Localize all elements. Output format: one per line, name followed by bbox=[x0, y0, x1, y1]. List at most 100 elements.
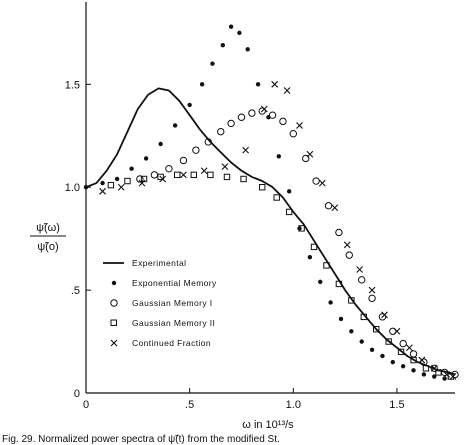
exponential-memory-point bbox=[114, 176, 120, 182]
x-mark-stroke bbox=[443, 371, 451, 378]
legend-entry-experimental: Experimental bbox=[103, 258, 186, 268]
x-mark-stroke bbox=[393, 327, 401, 335]
gaussian-memory-i-point bbox=[358, 276, 366, 284]
gaussian-memory-ii-point bbox=[335, 280, 343, 288]
legend-label-gaussian-memory-i: Gaussian Memory I bbox=[132, 298, 213, 308]
gaussian-memory-i-point bbox=[389, 327, 397, 335]
gaussian-memory-ii-point bbox=[397, 348, 405, 356]
gaussian-memory-ii-point bbox=[360, 313, 367, 321]
gaussian-memory-ii-point bbox=[174, 171, 181, 179]
exponential-memory-point bbox=[158, 141, 163, 147]
x-mark-stroke bbox=[356, 266, 364, 273]
exponential-memory-point bbox=[390, 359, 396, 365]
legend-label-experimental: Experimental bbox=[132, 258, 186, 268]
gaussian-memory-i-point bbox=[179, 156, 188, 165]
x-mark-stroke bbox=[368, 286, 376, 294]
gaussian-memory-ii-point bbox=[310, 243, 318, 251]
gaussian-memory-ii-point bbox=[240, 175, 247, 183]
continued-fraction-point bbox=[306, 150, 314, 158]
plot-frame bbox=[85, 2, 455, 394]
continued-fraction-point bbox=[117, 183, 125, 191]
continued-fraction-point bbox=[418, 356, 426, 364]
exponential-memory-point bbox=[369, 347, 375, 352]
y-tick-label: .5 bbox=[71, 285, 80, 297]
exponential-memory-point bbox=[276, 154, 281, 159]
legend-label-continued-fraction: Continued Fraction bbox=[132, 338, 211, 348]
gaussian-memory-ii-point bbox=[223, 173, 231, 181]
x-mark-stroke bbox=[159, 175, 167, 183]
gaussian-memory-ii-point bbox=[190, 171, 197, 179]
continued-fraction-point bbox=[406, 344, 413, 352]
gaussian-memory-ii-point bbox=[107, 181, 115, 189]
legend-entry-gaussian-memory-i: Gaussian Memory I bbox=[110, 298, 213, 308]
x-tick-label: .5 bbox=[185, 399, 194, 411]
gaussian-memory-i-point bbox=[324, 202, 333, 210]
legend-entry-exponential-memory: Exponential Memory bbox=[111, 278, 217, 288]
gaussian-memory-i-point bbox=[368, 294, 376, 303]
x-mark-stroke bbox=[449, 373, 457, 380]
continued-fraction-point bbox=[343, 241, 351, 249]
x-mark-stroke bbox=[283, 87, 291, 94]
gaussian-memory-i-point bbox=[237, 113, 246, 121]
legend-entry-continued-fraction: Continued Fraction bbox=[110, 338, 211, 348]
continued-fraction-point bbox=[296, 122, 303, 129]
gaussian-memory-i-point bbox=[258, 107, 266, 115]
x-mark-stroke bbox=[331, 204, 339, 212]
gaussian-memory-ii-point bbox=[273, 194, 280, 201]
legend-entry-gaussian-memory-ii: Gaussian Memory II bbox=[110, 318, 215, 328]
exponential-memory-point bbox=[380, 353, 385, 359]
gaussian-memory-i-point bbox=[378, 313, 387, 321]
exponential-memory-point bbox=[411, 368, 416, 373]
gaussian-memory-ii-point bbox=[410, 356, 417, 364]
continued-fraction-point bbox=[393, 327, 401, 335]
gaussian-memory-i-point bbox=[430, 364, 438, 373]
exponential-memory-point bbox=[100, 180, 105, 186]
gaussian-memory-i-point bbox=[248, 109, 256, 117]
gaussian-memory-i-point bbox=[345, 251, 353, 259]
exponential-memory-point bbox=[220, 43, 226, 48]
y-tick-label: 1.5 bbox=[65, 79, 80, 91]
gaussian-memory-ii-point bbox=[435, 369, 442, 376]
x-mark-stroke bbox=[406, 344, 413, 352]
exponential-memory-point bbox=[328, 300, 333, 305]
legend-dot-symbol bbox=[111, 280, 117, 286]
continued-fraction-point bbox=[331, 204, 339, 212]
gaussian-memory-ii-point bbox=[207, 171, 214, 179]
x-mark-stroke bbox=[200, 167, 208, 175]
x-mark-stroke bbox=[180, 171, 187, 179]
y-axis-label-numerator: ψ̃(ω) bbox=[36, 222, 60, 234]
continued-fraction-point bbox=[138, 179, 146, 187]
x-mark-stroke bbox=[242, 146, 250, 154]
axis-ticks: 0 .5 1.0 1.5 0 .5 1.0 1.5 bbox=[65, 79, 405, 411]
gaussian-memory-ii-point bbox=[285, 208, 293, 216]
gaussian-memory-i-point bbox=[409, 350, 418, 358]
exponential-memory-point bbox=[286, 189, 292, 194]
continued-fraction-point bbox=[368, 286, 376, 294]
gaussian-memory-i-point bbox=[136, 175, 144, 183]
series-continued-fraction bbox=[99, 80, 457, 380]
exponential-memory-point bbox=[349, 329, 354, 334]
gaussian-memory-i-point bbox=[227, 119, 235, 128]
x-mark-stroke bbox=[318, 179, 326, 187]
continued-fraction-point bbox=[381, 311, 388, 319]
exponential-memory-point bbox=[400, 364, 406, 369]
continued-fraction-point bbox=[260, 105, 268, 113]
y-tick-label: 0 bbox=[74, 388, 80, 400]
exponential-memory-point bbox=[359, 339, 364, 344]
x-mark-stroke bbox=[99, 187, 106, 195]
x-mark-stroke bbox=[260, 105, 268, 113]
exponential-memory-point bbox=[210, 61, 215, 66]
legend-label-gaussian-memory-ii: Gaussian Memory II bbox=[132, 318, 215, 328]
continued-fraction-point bbox=[430, 364, 438, 372]
experimental-curve bbox=[85, 87, 456, 376]
gaussian-memory-ii-point bbox=[157, 173, 164, 181]
x-mark-stroke bbox=[381, 311, 388, 319]
exponential-memory-point bbox=[307, 254, 313, 260]
exponential-memory-point bbox=[255, 82, 261, 87]
continued-fraction-point bbox=[221, 163, 229, 171]
exponential-memory-point bbox=[245, 47, 250, 52]
gaussian-memory-ii-point bbox=[259, 184, 266, 191]
exponential-memory-point bbox=[297, 226, 302, 231]
exponential-memory-point bbox=[237, 30, 242, 36]
